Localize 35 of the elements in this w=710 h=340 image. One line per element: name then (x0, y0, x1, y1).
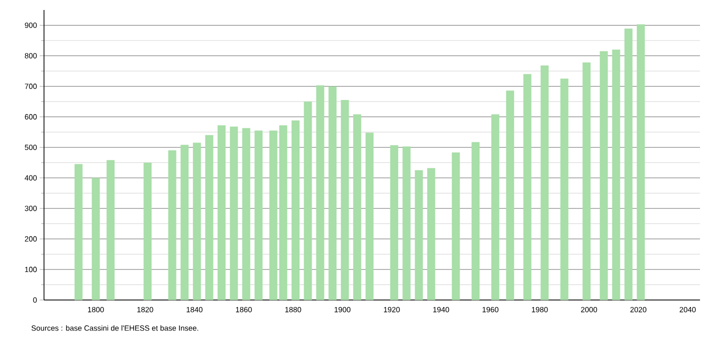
bar (390, 145, 398, 300)
bar (491, 114, 500, 300)
bar (292, 120, 300, 300)
bar (636, 24, 645, 300)
bar (254, 130, 263, 300)
bar (523, 74, 532, 300)
bar (144, 162, 152, 300)
bar (612, 50, 620, 300)
bar (340, 100, 349, 300)
bar (74, 164, 83, 300)
bar (192, 142, 201, 300)
bar (414, 170, 423, 300)
bar (353, 114, 362, 300)
bar (304, 102, 312, 300)
bar (218, 125, 226, 300)
bar (427, 168, 436, 300)
bar (624, 28, 632, 300)
bar (180, 144, 189, 300)
bar (230, 126, 238, 300)
bar (600, 51, 608, 300)
bar (472, 142, 480, 300)
bar (328, 86, 337, 300)
bar (205, 135, 214, 300)
bar (582, 62, 591, 300)
bar (168, 150, 176, 300)
bar (452, 152, 460, 300)
bar (366, 132, 374, 300)
bar (316, 85, 324, 300)
bar (402, 146, 411, 300)
bar (106, 160, 115, 300)
bar (506, 90, 514, 300)
bar (92, 178, 100, 300)
bar (560, 78, 568, 300)
bar (242, 128, 250, 300)
bar (540, 66, 549, 300)
